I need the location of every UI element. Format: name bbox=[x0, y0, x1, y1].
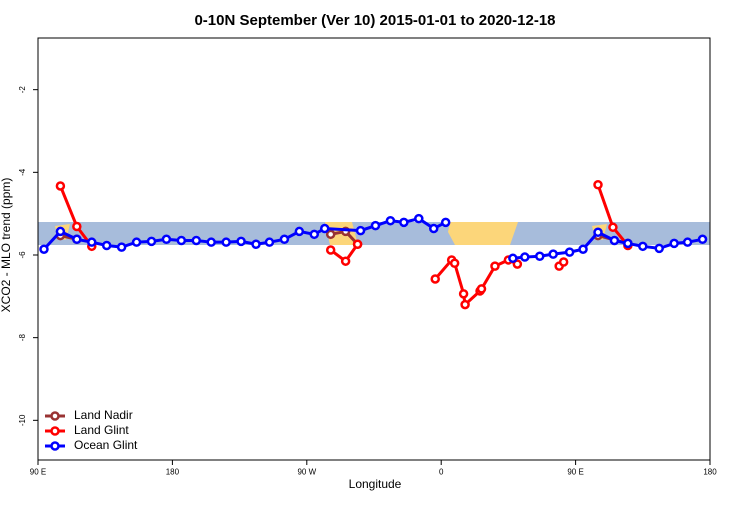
point bbox=[55, 181, 66, 191]
point bbox=[430, 274, 440, 284]
point bbox=[352, 239, 363, 249]
y-tick-label: -2 bbox=[18, 86, 27, 94]
point bbox=[638, 241, 648, 252]
point bbox=[458, 289, 469, 299]
point bbox=[176, 235, 187, 246]
point bbox=[449, 258, 460, 269]
point bbox=[623, 238, 633, 249]
point bbox=[251, 239, 261, 249]
point bbox=[39, 244, 49, 254]
y-tick-label: -10 bbox=[18, 414, 27, 426]
point bbox=[340, 256, 351, 266]
point bbox=[279, 234, 290, 245]
legend-label: Land Nadir bbox=[74, 408, 133, 422]
point bbox=[131, 237, 142, 247]
point bbox=[548, 249, 558, 259]
point bbox=[460, 299, 470, 310]
point bbox=[161, 234, 172, 245]
legend-marker bbox=[50, 441, 60, 451]
point bbox=[578, 244, 588, 254]
point bbox=[221, 237, 231, 247]
point bbox=[558, 257, 569, 267]
point bbox=[697, 234, 708, 245]
point bbox=[370, 220, 381, 231]
point bbox=[191, 235, 202, 246]
point bbox=[520, 252, 530, 262]
x-tick-label: 180 bbox=[703, 468, 717, 477]
point bbox=[512, 259, 523, 269]
y-tick-label: -6 bbox=[18, 251, 27, 259]
point bbox=[535, 251, 545, 261]
point bbox=[609, 235, 620, 246]
legend-marker bbox=[50, 426, 60, 436]
point bbox=[440, 217, 451, 228]
point bbox=[490, 261, 500, 271]
x-axis-label: Longitude bbox=[349, 477, 402, 491]
point bbox=[146, 236, 157, 247]
point bbox=[508, 253, 518, 264]
point bbox=[264, 237, 275, 247]
x-tick-label: 90 W bbox=[297, 468, 316, 477]
plot-frame bbox=[37, 37, 711, 461]
point bbox=[593, 227, 603, 238]
legend-label: Land Glint bbox=[74, 423, 129, 437]
legend-label: Ocean Glint bbox=[74, 438, 138, 452]
x-tick-label: 90 E bbox=[567, 468, 583, 477]
point bbox=[682, 237, 693, 247]
point bbox=[101, 240, 112, 251]
point bbox=[55, 226, 66, 237]
point bbox=[355, 225, 366, 236]
point bbox=[294, 226, 305, 237]
point bbox=[319, 223, 330, 234]
point bbox=[309, 229, 320, 240]
series-line bbox=[434, 257, 518, 308]
point bbox=[476, 284, 487, 294]
y-tick-label: -4 bbox=[18, 168, 27, 176]
point bbox=[608, 222, 618, 233]
point bbox=[414, 213, 424, 224]
point bbox=[385, 215, 396, 226]
point bbox=[116, 242, 127, 252]
point bbox=[325, 229, 336, 240]
point bbox=[325, 245, 336, 255]
point bbox=[564, 247, 575, 257]
point bbox=[236, 236, 246, 247]
x-tick-label: 0 bbox=[439, 468, 444, 477]
point bbox=[593, 179, 603, 190]
point bbox=[669, 238, 679, 249]
legend-marker bbox=[50, 411, 60, 421]
point bbox=[399, 217, 409, 228]
point bbox=[428, 223, 439, 234]
y-axis-label: XCO2 - MLO trend (ppm) bbox=[0, 178, 13, 313]
point bbox=[87, 237, 97, 247]
x-tick-label: 90 E bbox=[30, 468, 46, 477]
point bbox=[206, 237, 216, 247]
point bbox=[72, 234, 82, 245]
y-tick-label: -8 bbox=[18, 334, 27, 342]
chart-title: 0-10N September (Ver 10) 2015-01-01 to 2… bbox=[194, 12, 555, 29]
point bbox=[72, 221, 82, 232]
point bbox=[654, 243, 664, 254]
x-tick-label: 180 bbox=[166, 468, 180, 477]
